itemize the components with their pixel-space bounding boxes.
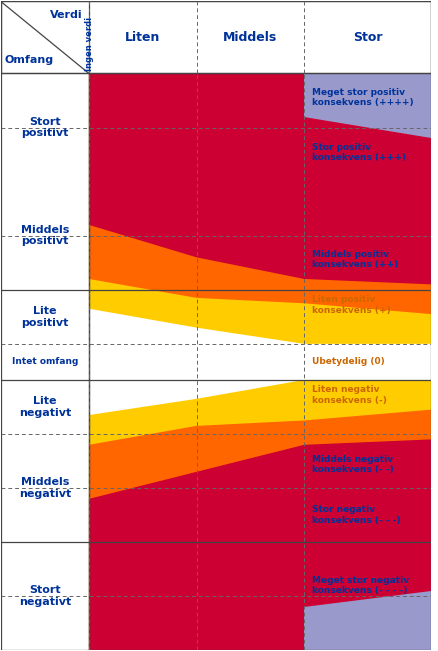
Text: Stort
negativt: Stort negativt — [19, 585, 71, 607]
Text: Stort
positivt: Stort positivt — [21, 117, 68, 138]
Polygon shape — [89, 74, 430, 344]
Text: Intet omfang: Intet omfang — [11, 357, 78, 367]
Polygon shape — [89, 439, 430, 650]
Polygon shape — [1, 1, 430, 650]
Text: Liten negativ
konsekvens (-): Liten negativ konsekvens (-) — [311, 385, 385, 405]
Polygon shape — [89, 380, 430, 650]
Text: Middels
positivt: Middels positivt — [21, 225, 69, 247]
Text: Stor positiv
konsekvens (+++): Stor positiv konsekvens (+++) — [311, 143, 405, 162]
Polygon shape — [304, 591, 430, 650]
Text: Lite
positivt: Lite positivt — [21, 306, 68, 327]
Polygon shape — [89, 74, 430, 284]
Text: Verdi: Verdi — [50, 10, 82, 20]
Polygon shape — [304, 74, 430, 139]
Text: Stor negativ
konsekvens (- - -): Stor negativ konsekvens (- - -) — [311, 505, 399, 525]
Polygon shape — [89, 74, 430, 314]
Text: Meget stor negativ
konsekvens (- - - -): Meget stor negativ konsekvens (- - - -) — [311, 575, 408, 595]
Text: Liten positiv
konsekvens (+): Liten positiv konsekvens (+) — [311, 295, 389, 314]
Text: Omfang: Omfang — [5, 55, 54, 65]
Polygon shape — [89, 409, 430, 650]
Text: Ubetydelig (0): Ubetydelig (0) — [311, 357, 384, 367]
Text: Middels negativ
konsekvens (- -): Middels negativ konsekvens (- -) — [311, 454, 392, 474]
Text: Liten: Liten — [125, 31, 160, 44]
Text: Meget stor positiv
konsekvens (++++): Meget stor positiv konsekvens (++++) — [311, 87, 412, 107]
Text: Middels: Middels — [223, 31, 277, 44]
Text: Middels positiv
konsekvens (++): Middels positiv konsekvens (++) — [311, 250, 397, 270]
Text: Stor: Stor — [352, 31, 381, 44]
Text: Ingen verdi: Ingen verdi — [85, 16, 93, 70]
Text: Middels
negativt: Middels negativt — [19, 477, 71, 499]
Text: Lite
negativt: Lite negativt — [19, 396, 71, 418]
